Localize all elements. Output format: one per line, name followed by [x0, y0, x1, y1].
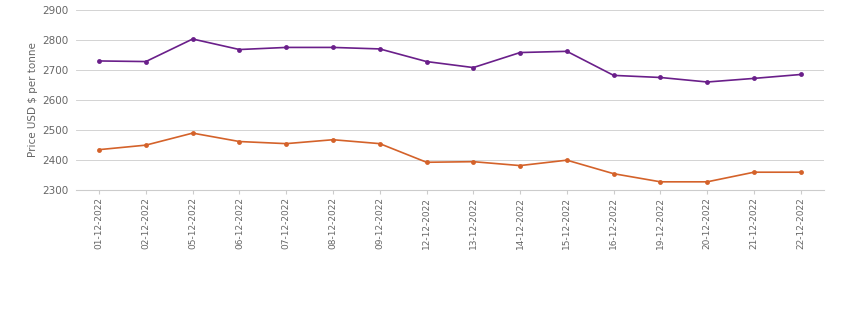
LME	[281, 142, 291, 146]
Line: LME: LME	[97, 131, 803, 184]
LME	[655, 180, 665, 184]
SHFE	[702, 80, 712, 84]
LME	[749, 170, 759, 174]
SHFE	[468, 66, 479, 70]
LME	[702, 180, 712, 184]
SHFE	[421, 60, 431, 64]
LME	[609, 172, 619, 176]
SHFE	[609, 73, 619, 77]
SHFE	[281, 46, 291, 50]
SHFE	[562, 50, 572, 53]
SHFE	[188, 37, 198, 41]
LME	[235, 140, 245, 144]
LME	[796, 170, 806, 174]
SHFE	[94, 59, 104, 63]
SHFE	[796, 72, 806, 76]
SHFE	[328, 46, 338, 50]
SHFE	[655, 75, 665, 79]
LME	[562, 158, 572, 162]
Y-axis label: Price USD $ per tonne: Price USD $ per tonne	[28, 43, 38, 157]
SHFE	[375, 47, 385, 51]
SHFE	[749, 76, 759, 80]
Legend: LME, SHFE: LME, SHFE	[380, 326, 520, 328]
LME	[515, 164, 525, 168]
LME	[140, 143, 151, 147]
Line: SHFE: SHFE	[97, 37, 803, 84]
SHFE	[140, 60, 151, 64]
LME	[375, 142, 385, 146]
SHFE	[515, 51, 525, 54]
LME	[94, 148, 104, 152]
SHFE	[235, 48, 245, 51]
LME	[188, 131, 198, 135]
LME	[468, 160, 479, 164]
LME	[421, 160, 431, 164]
LME	[328, 138, 338, 142]
